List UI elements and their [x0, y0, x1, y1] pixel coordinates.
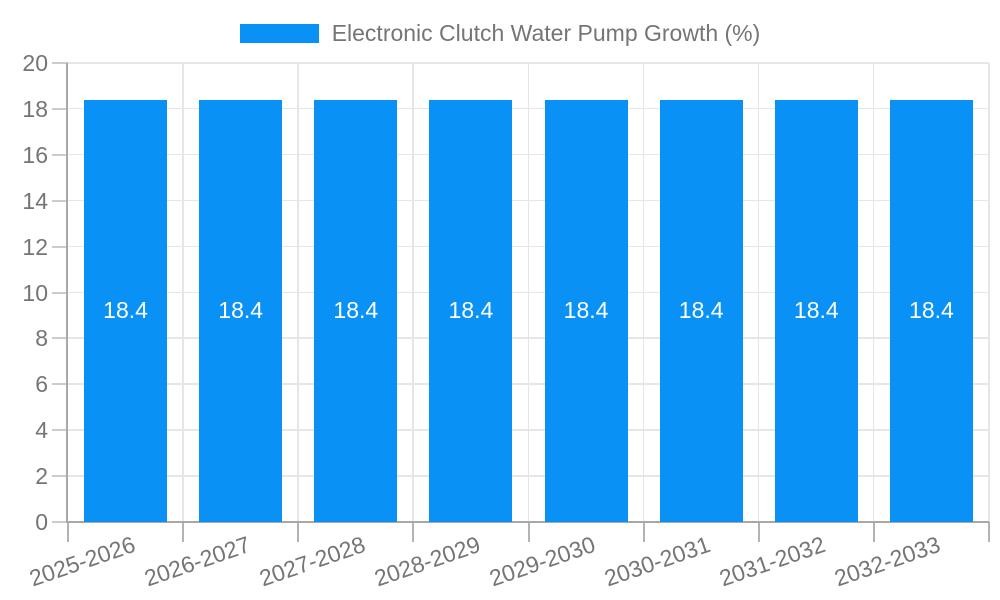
x-tick-label: 2026-2027 [140, 531, 254, 592]
x-axis-tick [412, 522, 415, 542]
y-axis-line [66, 63, 68, 522]
x-tick-label: 2029-2030 [486, 531, 599, 592]
bar[interactable]: 18.4 [889, 99, 973, 522]
gridline-vertical [182, 63, 184, 522]
bar-value-label: 18.4 [793, 297, 839, 324]
bar-value-label: 18.4 [333, 297, 379, 324]
legend[interactable]: Electronic Clutch Water Pump Growth (%) [0, 20, 1000, 47]
x-axis-tick [642, 522, 645, 542]
bar-value-label: 18.4 [218, 297, 264, 324]
bar[interactable]: 18.4 [659, 99, 743, 522]
x-axis-tick [527, 522, 530, 542]
gridline-vertical [412, 63, 414, 522]
bar-value-label: 18.4 [678, 297, 724, 324]
y-tick-label: 18 [22, 95, 48, 122]
gridline-vertical [297, 63, 299, 522]
y-tick-label: 14 [22, 187, 48, 214]
y-axis-tick [52, 199, 68, 202]
x-tick-label: 2030-2031 [601, 531, 714, 592]
y-tick-label: 16 [22, 141, 48, 168]
y-tick-label: 0 [35, 509, 48, 535]
x-axis-tick [872, 522, 875, 542]
y-axis-tick [52, 107, 68, 110]
gridline-vertical [642, 63, 645, 522]
y-axis-tick [52, 337, 68, 340]
bar[interactable]: 18.4 [544, 99, 628, 522]
y-tick-label: 6 [35, 371, 48, 398]
y-axis-tick [52, 429, 68, 432]
y-axis-tick [52, 245, 68, 248]
y-tick-label: 20 [22, 50, 48, 76]
legend-swatch[interactable] [239, 24, 319, 43]
legend-label[interactable]: Electronic Clutch Water Pump Growth (%) [331, 20, 761, 46]
bar-value-label: 18.4 [448, 297, 494, 324]
x-tick-label: 2032-2033 [831, 531, 944, 592]
x-tick-label: 2025-2026 [25, 531, 139, 592]
x-tick-label: 2028-2029 [370, 531, 484, 592]
x-axis-tick [297, 522, 300, 542]
y-axis-tick [52, 521, 68, 523]
y-axis-tick [52, 475, 68, 478]
x-axis-tick [67, 522, 69, 542]
y-tick-label: 8 [35, 325, 48, 352]
x-tick-label: 2031-2032 [716, 531, 829, 592]
gridline-vertical [527, 63, 529, 522]
y-tick-label: 2 [35, 463, 48, 490]
x-axis-tick [182, 522, 185, 542]
y-tick-label: 12 [22, 233, 48, 260]
gridline-vertical [757, 63, 760, 522]
bar[interactable]: 18.4 [774, 99, 858, 522]
bar[interactable]: 18.4 [314, 99, 398, 522]
y-axis-tick [52, 291, 68, 294]
bar[interactable]: 18.4 [429, 99, 513, 522]
x-axis-line [66, 521, 989, 523]
gridline-vertical [988, 63, 990, 522]
bar[interactable]: 18.4 [199, 99, 283, 522]
y-axis-tick [52, 153, 68, 156]
x-axis-tick [988, 522, 990, 542]
bar-value-label: 18.4 [103, 297, 148, 324]
bar-value-label: 18.4 [563, 297, 609, 324]
bar-value-label: 18.4 [909, 297, 954, 324]
x-axis-tick [757, 522, 760, 542]
bar[interactable]: 18.4 [84, 99, 168, 522]
gridline-vertical [872, 63, 875, 522]
gridline-horizontal [68, 62, 989, 64]
y-axis-tick [52, 62, 68, 64]
x-tick-label: 2027-2028 [255, 531, 369, 592]
y-tick-label: 10 [22, 279, 48, 306]
y-axis-tick [52, 383, 68, 386]
y-tick-label: 4 [35, 417, 48, 444]
